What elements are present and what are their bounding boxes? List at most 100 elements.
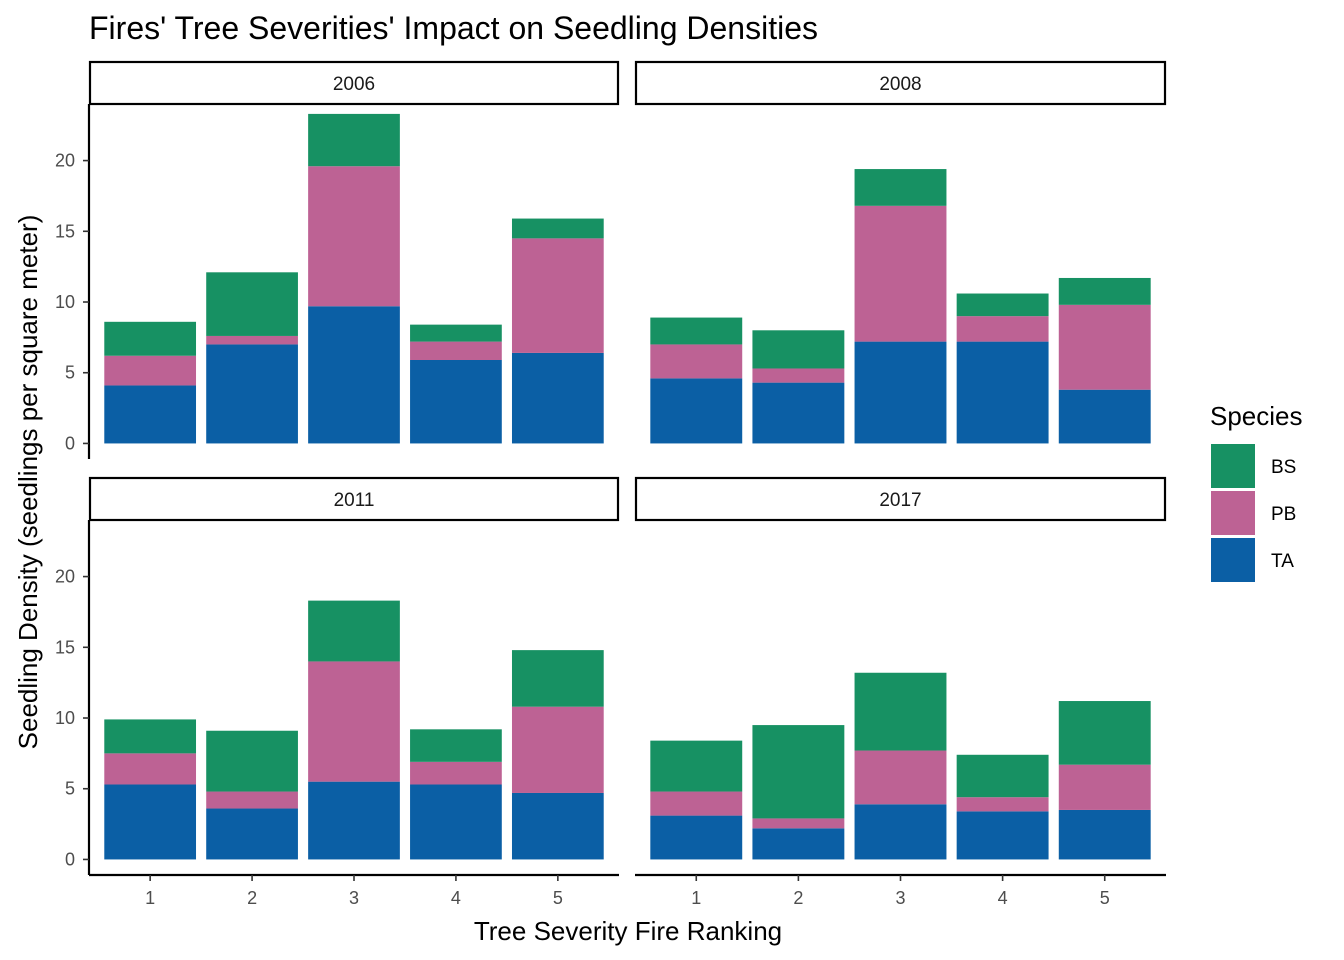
bar-PB-2011-rank-5	[511, 706, 604, 793]
x-tick-label: 2	[247, 888, 257, 908]
bar-BS-2017-rank-3	[854, 672, 947, 751]
facet-strip-label: 2008	[879, 74, 921, 95]
bar-BS-2011-rank-1	[104, 719, 197, 754]
bar-BS-2006-rank-3	[308, 113, 400, 167]
facet-strip	[634, 60, 1167, 106]
bar-TA-2008-rank-1	[650, 378, 743, 444]
legend-label-PB: PB	[1271, 504, 1296, 525]
x-tick-label: 1	[691, 888, 701, 908]
y-tick-label: 5	[65, 779, 75, 799]
bar-TA-2017-rank-1	[650, 815, 743, 860]
facet-strip	[88, 476, 620, 522]
bar-TA-2008-rank-4	[956, 341, 1049, 444]
facet-panel-2006: 2006 0 5 10 15 20	[55, 60, 620, 459]
legend-key-TA	[1211, 538, 1255, 582]
facet-strip-label: 2017	[879, 490, 921, 511]
bar-PB-2017-rank-1	[650, 791, 743, 816]
x-tick-label: 5	[1100, 888, 1110, 908]
bar-PB-2008-rank-1	[650, 344, 743, 379]
bar-PB-2011-rank-2	[206, 791, 298, 809]
bar-TA-2006-rank-1	[104, 385, 197, 444]
bar-TA-2006-rank-5	[511, 352, 604, 444]
bar-PB-2011-rank-3	[308, 661, 400, 782]
bar-TA-2011-rank-3	[308, 781, 400, 860]
legend: Species BS PB TA	[1210, 401, 1303, 582]
y-tick-label: 20	[55, 567, 75, 587]
y-tick-label: 10	[55, 292, 75, 312]
bar-BS-2008-rank-5	[1058, 277, 1151, 305]
bar-PB-2017-rank-5	[1058, 764, 1151, 810]
x-tick-label: 4	[998, 888, 1008, 908]
legend-key-BS	[1211, 444, 1255, 488]
bar-PB-2006-rank-2	[206, 335, 298, 345]
bar-TA-2006-rank-4	[410, 359, 502, 444]
facet-panels: 2006 0 5 10 15 20 2008 2011 0 5 10 15 20 1 2 3 4 5 2017 1 2 3…	[55, 60, 1167, 908]
facet-strip-label: 2011	[334, 490, 375, 511]
x-axis-title: Tree Severity Fire Ranking	[474, 916, 782, 946]
bar-BS-2006-rank-1	[104, 321, 197, 356]
legend-label-TA: TA	[1271, 551, 1294, 572]
bar-PB-2011-rank-4	[410, 761, 502, 785]
x-tick-label: 5	[553, 888, 563, 908]
bar-BS-2006-rank-2	[206, 272, 298, 336]
facet-strip-label: 2006	[333, 74, 375, 95]
chart-title: Fires' Tree Severities' Impact on Seedli…	[89, 10, 818, 46]
bar-PB-2006-rank-1	[104, 355, 197, 386]
bar-PB-2008-rank-5	[1058, 304, 1151, 390]
y-tick-label: 0	[65, 849, 75, 869]
bar-BS-2017-rank-4	[956, 754, 1049, 798]
bar-BS-2008-rank-1	[650, 317, 743, 345]
bar-TA-2006-rank-2	[206, 344, 298, 444]
bar-BS-2017-rank-2	[752, 725, 845, 819]
facet-strip	[88, 60, 620, 106]
bar-PB-2017-rank-2	[752, 818, 845, 829]
bar-TA-2017-rank-2	[752, 828, 845, 860]
bar-TA-2017-rank-5	[1058, 809, 1151, 860]
facet-panel-2008: 2008	[634, 60, 1167, 444]
y-tick-label: 15	[55, 637, 75, 657]
bar-TA-2017-rank-3	[854, 804, 947, 860]
bar-PB-2011-rank-1	[104, 753, 197, 785]
bar-TA-2008-rank-3	[854, 341, 947, 444]
bar-PB-2008-rank-4	[956, 316, 1049, 342]
bar-BS-2008-rank-4	[956, 293, 1049, 317]
bar-TA-2011-rank-2	[206, 808, 298, 860]
bar-BS-2011-rank-2	[206, 730, 298, 792]
facet-panel-2017: 2017 1 2 3 4 5	[634, 476, 1167, 908]
bar-TA-2011-rank-5	[511, 792, 604, 860]
bar-BS-2006-rank-4	[410, 324, 502, 342]
bar-BS-2011-rank-3	[308, 600, 400, 662]
y-tick-label: 15	[55, 221, 75, 241]
legend-title: Species	[1210, 401, 1303, 431]
bar-PB-2008-rank-2	[752, 368, 845, 383]
y-tick-label: 5	[65, 363, 75, 383]
bar-TA-2011-rank-4	[410, 784, 502, 860]
bar-PB-2017-rank-4	[956, 797, 1049, 812]
facet-strip	[634, 476, 1167, 522]
bar-TA-2008-rank-5	[1058, 389, 1151, 444]
bar-BS-2008-rank-2	[752, 330, 845, 369]
bar-BS-2008-rank-3	[854, 169, 947, 206]
facet-panel-2011: 2011 0 5 10 15 20 1 2 3 4 5	[55, 476, 620, 908]
y-tick-label: 10	[55, 708, 75, 728]
bar-PB-2006-rank-3	[308, 166, 400, 307]
x-tick-label: 2	[793, 888, 803, 908]
x-tick-label: 3	[895, 888, 905, 908]
bar-PB-2006-rank-4	[410, 341, 502, 360]
bar-BS-2011-rank-4	[410, 729, 502, 762]
bar-BS-2011-rank-5	[511, 650, 604, 707]
bar-BS-2006-rank-5	[511, 218, 604, 239]
bar-PB-2017-rank-3	[854, 750, 947, 805]
bar-TA-2017-rank-4	[956, 811, 1049, 860]
bar-TA-2011-rank-1	[104, 784, 197, 860]
bar-TA-2008-rank-2	[752, 382, 845, 444]
bar-PB-2008-rank-3	[854, 205, 947, 342]
legend-key-PB	[1211, 491, 1255, 535]
x-tick-label: 3	[349, 888, 359, 908]
x-tick-label: 4	[451, 888, 461, 908]
y-tick-label: 0	[65, 433, 75, 453]
y-tick-label: 20	[55, 151, 75, 171]
bar-TA-2006-rank-3	[308, 306, 400, 444]
x-tick-label: 1	[145, 888, 155, 908]
